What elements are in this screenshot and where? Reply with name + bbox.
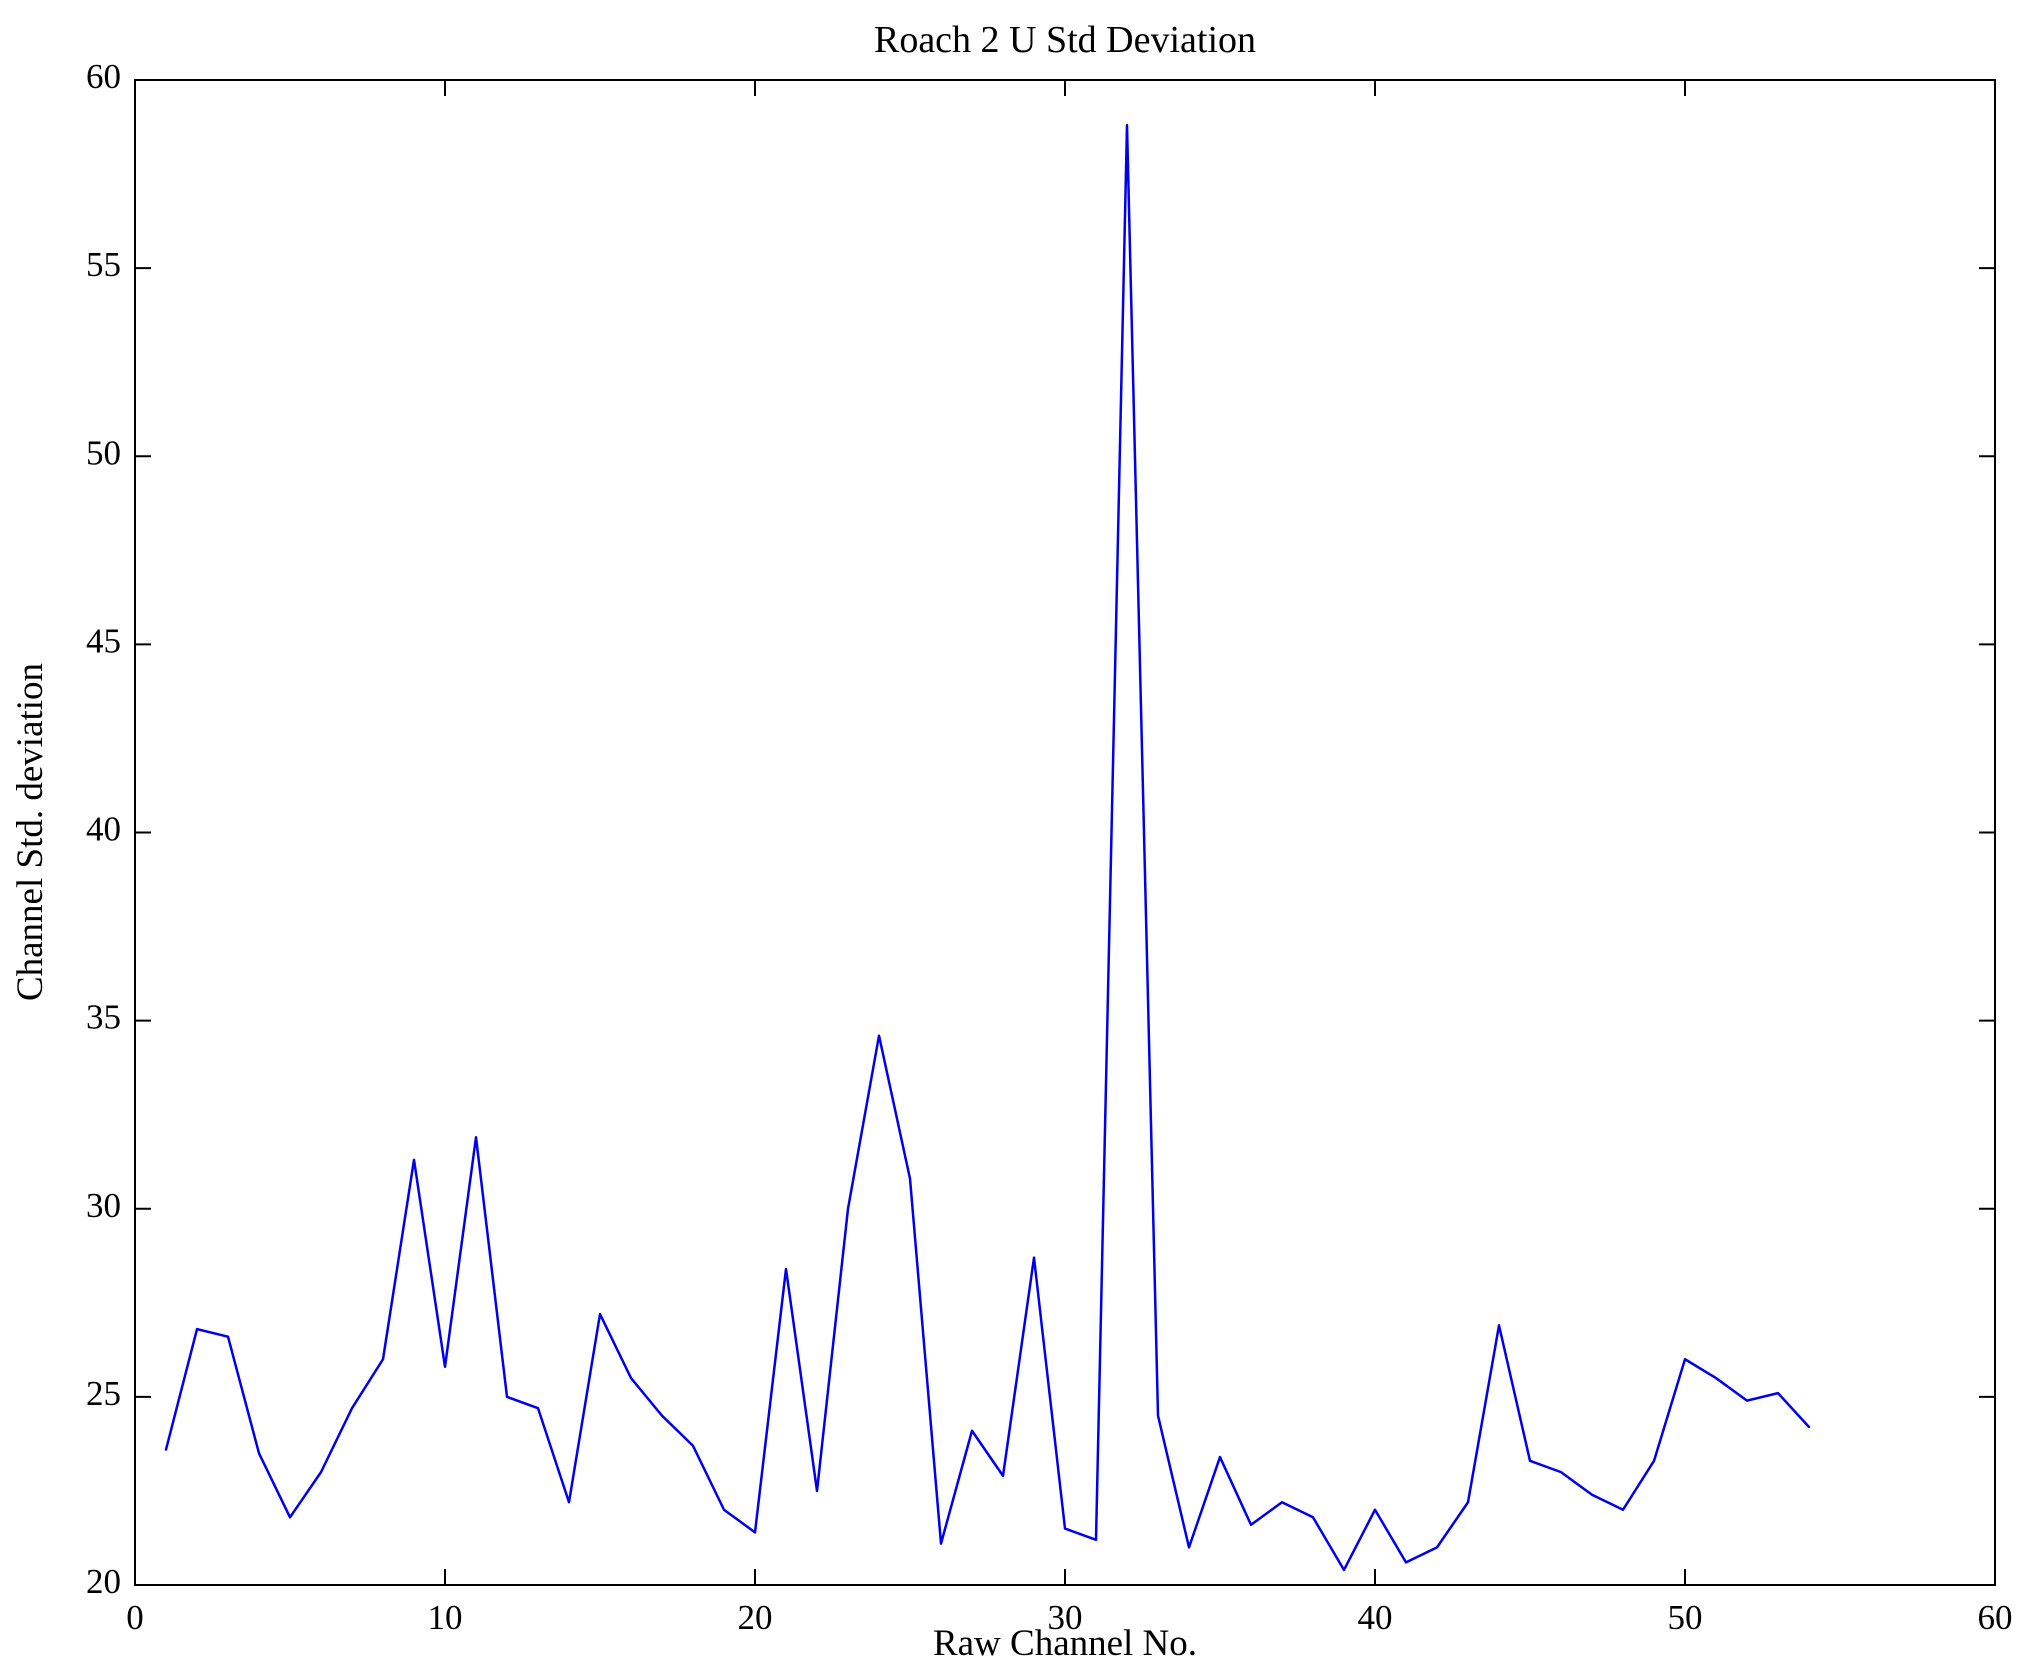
tick-label: 50 bbox=[86, 433, 121, 472]
tick-label: 40 bbox=[1358, 1598, 1393, 1637]
tick-label: 40 bbox=[86, 810, 121, 849]
tick-label: 45 bbox=[86, 621, 121, 660]
tick-label: 25 bbox=[86, 1374, 121, 1413]
tick-label: 20 bbox=[738, 1598, 773, 1637]
plot-frame bbox=[134, 79, 1996, 1586]
y-axis-label: Channel Std. deviation bbox=[10, 663, 51, 1001]
data-series bbox=[164, 123, 1811, 1572]
tick-label: 55 bbox=[86, 245, 121, 284]
tick-label: 30 bbox=[1048, 1598, 1083, 1637]
tick-label: 0 bbox=[126, 1598, 144, 1637]
x-axis-label: Raw Channel No. bbox=[933, 1623, 1197, 1664]
tick-label: 35 bbox=[86, 998, 121, 1037]
tick-label: 20 bbox=[86, 1562, 121, 1601]
chart-title: Roach 2 U Std Deviation bbox=[874, 19, 1256, 61]
tick-label: 10 bbox=[428, 1598, 463, 1637]
tick-label: 60 bbox=[1978, 1598, 2013, 1637]
tick-label: 60 bbox=[86, 57, 121, 96]
axis-ticks: 0 10 20 30 40 50 60 20 25 30 35 40 45 50 55 60 bbox=[86, 57, 2013, 1637]
tick-label: 50 bbox=[1668, 1598, 1703, 1637]
tick-label: 30 bbox=[86, 1186, 121, 1225]
data-line bbox=[164, 123, 1811, 1572]
